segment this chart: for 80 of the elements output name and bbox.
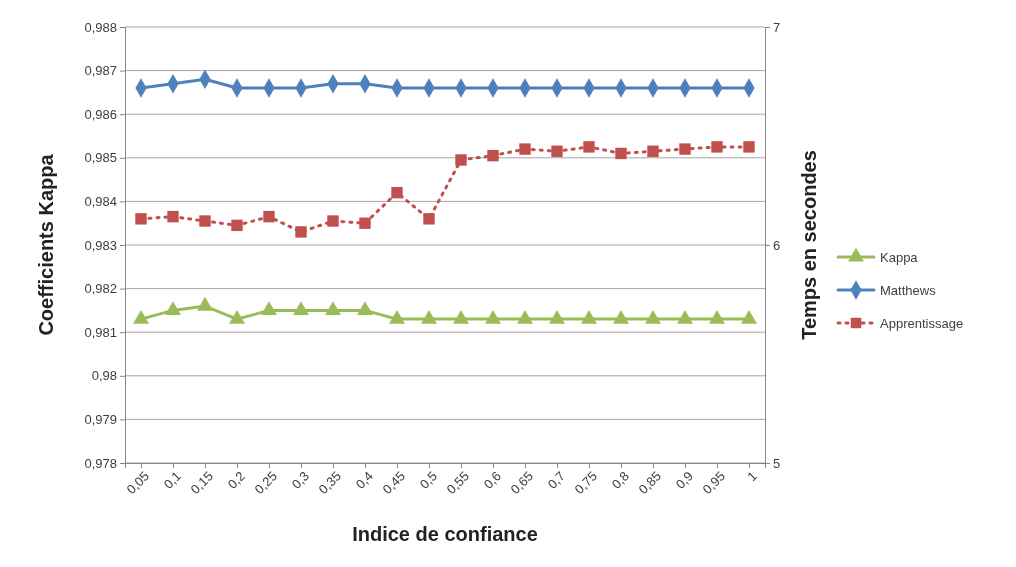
point bbox=[487, 149, 499, 162]
x-tick-label: 0,6 bbox=[480, 468, 505, 492]
point bbox=[325, 301, 341, 315]
point bbox=[423, 213, 435, 225]
x-tick-label: 0,85 bbox=[635, 468, 665, 497]
y2-axis-title: Temps en secondes bbox=[798, 150, 820, 340]
point bbox=[453, 309, 469, 324]
y-tick-label: 0,982 bbox=[84, 281, 117, 297]
point bbox=[551, 145, 563, 157]
point bbox=[581, 309, 597, 324]
point bbox=[741, 309, 757, 324]
point bbox=[357, 301, 373, 315]
point bbox=[229, 309, 245, 324]
y-tick-label: 0,985 bbox=[84, 150, 117, 166]
x-axis-title: Indice de confiance bbox=[352, 523, 538, 545]
x-tick-label: 0,1 bbox=[160, 468, 185, 492]
y-tick-label: 0,979 bbox=[84, 412, 117, 428]
x-tick-label: 0,15 bbox=[187, 468, 217, 497]
point bbox=[613, 309, 629, 324]
point bbox=[327, 215, 339, 227]
y-tick-label: 0,981 bbox=[84, 324, 117, 340]
point bbox=[711, 141, 723, 153]
point bbox=[135, 213, 147, 225]
point bbox=[263, 210, 275, 223]
x-tick-label: 1 bbox=[744, 468, 761, 485]
y-tick-label: 0,978 bbox=[84, 455, 117, 471]
legend-label: Apprentissage bbox=[880, 316, 964, 331]
y-tick-label: 0,98 bbox=[91, 368, 117, 384]
point bbox=[261, 301, 277, 315]
point bbox=[647, 145, 659, 157]
point bbox=[677, 309, 693, 324]
y2-tick-label: 7 bbox=[773, 19, 781, 35]
point bbox=[679, 143, 691, 155]
y-axis-title: Coefficients Kappa bbox=[35, 153, 57, 336]
y-tick-label: 0,986 bbox=[84, 106, 117, 122]
point bbox=[583, 141, 595, 153]
x-tick-label: 0,8 bbox=[608, 468, 633, 492]
point bbox=[165, 301, 181, 315]
point bbox=[231, 219, 243, 232]
point bbox=[615, 147, 627, 160]
x-tick-label: 0,75 bbox=[571, 468, 601, 497]
x-tick-label: 0,5 bbox=[416, 468, 441, 492]
y-tick-label: 0,987 bbox=[84, 63, 117, 79]
x-tick-label: 0,3 bbox=[288, 468, 313, 492]
x-tick-label: 0,65 bbox=[507, 468, 537, 497]
point bbox=[517, 309, 533, 324]
x-tick-label: 0,25 bbox=[251, 468, 281, 497]
point bbox=[519, 143, 531, 155]
x-tick-label: 0,05 bbox=[123, 468, 153, 497]
point bbox=[167, 210, 179, 223]
point bbox=[485, 309, 501, 324]
point bbox=[197, 296, 213, 311]
point bbox=[359, 217, 371, 229]
x-tick-label: 0,7 bbox=[544, 468, 569, 492]
point bbox=[295, 226, 307, 238]
y2-tick-label: 5 bbox=[773, 455, 781, 471]
point bbox=[391, 186, 403, 199]
x-tick-label: 0,35 bbox=[315, 468, 345, 497]
point bbox=[549, 309, 565, 324]
x-tick-label: 0,95 bbox=[699, 468, 729, 497]
point bbox=[199, 215, 211, 227]
point bbox=[133, 309, 149, 324]
point bbox=[645, 309, 661, 324]
legend-label: Matthews bbox=[880, 283, 937, 298]
point bbox=[293, 301, 309, 315]
point bbox=[421, 309, 437, 324]
x-tick-label: 0,2 bbox=[224, 468, 249, 492]
x-tick-label: 0,45 bbox=[379, 468, 409, 497]
y-tick-label: 0,983 bbox=[84, 237, 117, 253]
point bbox=[743, 141, 755, 153]
y-tick-label: 0,988 bbox=[84, 19, 117, 35]
y2-tick-label: 6 bbox=[773, 237, 781, 253]
x-tick-label: 0,4 bbox=[352, 468, 377, 492]
point bbox=[709, 309, 725, 324]
legend-label: Kappa bbox=[880, 250, 919, 265]
x-tick-label: 0,55 bbox=[443, 468, 473, 497]
point bbox=[455, 154, 467, 166]
y-tick-label: 0,984 bbox=[84, 194, 117, 210]
x-tick-label: 0,9 bbox=[672, 468, 697, 492]
point bbox=[389, 309, 405, 324]
